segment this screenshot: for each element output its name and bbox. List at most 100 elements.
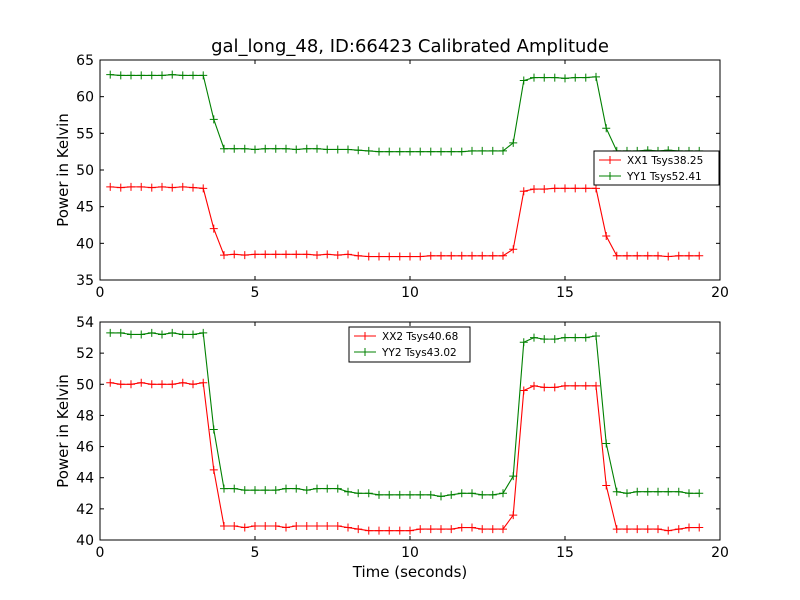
data-point [344,487,352,496]
y-axis-label: Power in Kelvin [54,374,72,488]
data-point [323,250,332,259]
data-point [674,251,683,260]
data-point [447,147,456,156]
data-point [499,525,507,534]
data-point [271,144,280,153]
x-tick-label: 15 [556,545,574,561]
data-point [457,147,466,156]
y-tick-label: 48 [76,408,94,424]
legend-box [348,326,471,363]
data-point [292,521,301,530]
data-point [664,526,673,535]
data-point [313,521,321,530]
data-point [106,328,115,337]
data-point [509,245,518,254]
data-point [354,525,363,534]
data-point [561,184,569,193]
data-point [189,380,197,389]
data-point [178,378,187,387]
data-point [530,333,538,342]
data-point [654,251,662,260]
data-point [654,525,662,534]
data-point [385,252,394,261]
data-point [623,525,631,534]
data-point [457,523,466,532]
data-point [189,330,197,339]
data-point [147,380,156,389]
data-point [302,144,311,153]
data-point [602,124,611,133]
y-tick-label: 40 [76,533,94,549]
data-point [612,251,621,260]
data-point [509,511,518,520]
data-point [271,521,280,530]
data-point [302,521,311,530]
data-point [220,144,228,153]
data-point [251,486,259,495]
data-point [240,251,249,260]
data-point [416,490,425,499]
data-point [282,144,290,153]
data-point [240,523,249,532]
data-point [158,330,166,339]
y-tick-label: 45 [76,200,94,216]
y-tick-label: 44 [76,471,94,487]
data-point [416,525,425,534]
legend-entry-label: YY2 Tsys43.02 [381,347,457,359]
y-tick-label: 60 [76,90,94,106]
data-point [602,481,611,490]
data-point [385,490,394,499]
data-point [406,252,414,261]
y-tick-label: 52 [76,346,94,362]
data-point [509,472,518,481]
data-point [488,251,497,260]
data-point [127,330,135,339]
data-point [127,182,135,191]
data-point [127,71,135,80]
x-tick-label: 5 [251,285,260,301]
data-point [530,185,538,194]
data-point [137,182,146,191]
data-point [333,251,342,260]
data-point [354,251,363,260]
data-point [437,492,445,501]
data-point [178,71,187,80]
data-point [106,182,115,191]
data-point [282,250,290,259]
data-point [354,146,363,155]
legend-swatch-marker [361,348,369,356]
data-point [426,525,435,534]
legend-swatch-marker [361,332,369,340]
data-point [592,332,600,341]
data-point [199,378,208,387]
data-point [220,251,228,260]
data-point [168,183,177,192]
data-point [199,71,208,80]
data-point [271,486,280,495]
data-point [220,521,228,530]
data-point [333,145,342,154]
data-point [571,73,580,82]
data-point [106,70,115,79]
data-point [354,489,363,498]
data-point [209,425,218,434]
data-point [592,381,600,390]
x-tick-label: 0 [96,545,105,561]
data-point [426,147,435,156]
data-point [695,251,704,260]
data-point [344,145,352,154]
data-point [147,183,156,192]
data-point [478,525,487,534]
data-point [364,252,373,261]
data-point [230,144,239,153]
data-point [530,381,538,390]
data-point [178,330,187,339]
data-point [499,251,507,260]
data-point [189,183,197,192]
data-point [550,383,559,392]
y-tick-label: 46 [76,440,94,456]
data-point [478,251,487,260]
data-point [633,525,642,534]
series-line-1 [110,382,700,532]
